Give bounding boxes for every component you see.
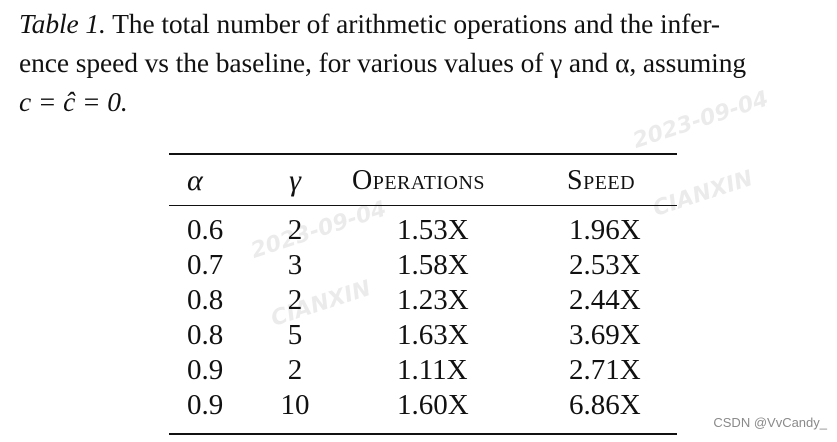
cell-operations: 1.60X [397,389,469,421]
cell-alpha: 0.7 [187,249,224,281]
cell-operations: 1.23X [397,284,469,316]
cell-alpha: 0.8 [187,284,224,316]
cell-operations: 1.11X [397,354,468,386]
cell-speed: 1.96X [569,214,641,246]
header-speed: Speed [567,165,636,196]
cell-alpha: 0.6 [187,214,224,246]
table-row: 0.7 3 1.58X 2.53X [169,248,677,283]
cell-alpha: 0.9 [187,389,224,421]
caption-label: Table 1. [19,8,106,39]
table-row: 0.9 2 1.11X 2.71X [169,353,677,388]
cell-gamma: 2 [287,284,303,316]
cell-speed: 2.71X [569,354,641,386]
source-credit: CSDN @VvCandy_ [713,415,827,430]
header-alpha: α [187,164,203,197]
caption-line-2: ence speed vs the baseline, for various … [19,47,747,78]
cell-speed: 3.69X [569,319,641,351]
caption-line-3: c = ĉ = 0. [19,86,128,117]
cell-alpha: 0.8 [187,319,224,351]
cell-speed: 2.44X [569,284,641,316]
cell-alpha: 0.9 [187,354,224,386]
cell-gamma: 2 [287,354,303,386]
header-gamma: γ [289,164,301,197]
cell-speed: 6.86X [569,389,641,421]
table-row: 0.9 10 1.60X 6.86X [169,388,677,423]
table-header-rule [169,205,677,206]
table-row: 0.8 5 1.63X 3.69X [169,318,677,353]
cell-gamma: 10 [280,389,310,421]
caption-line-1: Table 1. The total number of arithmetic … [19,4,834,43]
cell-gamma: 5 [287,319,303,351]
table-row: 0.6 2 1.53X 1.96X [169,213,677,248]
table-top-rule [169,153,677,155]
header-operations: Operations [352,165,486,196]
cell-speed: 2.53X [569,249,641,281]
cell-gamma: 2 [287,214,303,246]
cell-operations: 1.58X [397,249,469,281]
cell-operations: 1.63X [397,319,469,351]
caption-text-1: The total number of arithmetic operation… [105,8,720,39]
table-row: 0.8 2 1.23X 2.44X [169,283,677,318]
cell-gamma: 3 [287,249,303,281]
table-bottom-rule [169,433,677,435]
cell-operations: 1.53X [397,214,469,246]
table-caption: Table 1. The total number of arithmetic … [19,4,834,121]
